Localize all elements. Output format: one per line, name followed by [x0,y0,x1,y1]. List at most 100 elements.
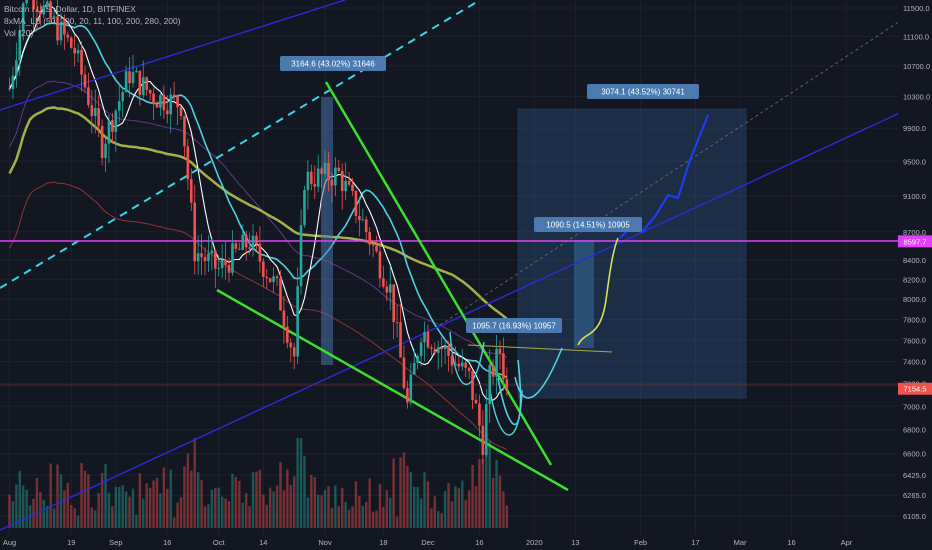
volume-bar [193,438,196,528]
volume-bar [351,506,354,528]
candle-body [268,278,272,282]
candle-body [423,331,426,343]
volume-bar [467,490,471,528]
annotation-box [280,56,386,71]
volume-bar [443,491,447,528]
candle-body [436,347,440,353]
volume-bar [478,459,481,528]
volume-bar [169,469,172,528]
horizontal-level-tag-box [898,235,932,248]
candles [8,0,509,464]
candle-body [354,190,358,217]
volume-bar [11,501,15,528]
volume-bar [227,501,231,528]
candle-body [289,342,293,348]
candle-body [385,286,389,293]
volume-bar [389,497,392,528]
candle-body [296,286,299,357]
candle-body [395,321,399,323]
candle-body [162,94,166,111]
y-tick-label: 6800.0 [903,426,926,435]
x-tick-label: Mar [734,538,747,547]
candle-body [104,143,107,159]
y-tick-label: 6105.0 [903,512,926,521]
volume-bar [371,511,375,528]
candle-body [334,167,337,186]
volume-bar [166,489,169,528]
candle-body [25,0,28,4]
volume-bar [262,494,265,528]
volume-bar [296,438,299,528]
candle-body [330,179,334,186]
volume-bar [413,486,416,528]
annotation-label: 3164.6 (43.02%) 31646 [291,60,375,69]
volume-bar [83,470,87,528]
y-tick-label: 8000.0 [903,295,926,304]
candle-body [189,179,193,203]
volume-bar [224,498,227,528]
candle-body [460,362,464,367]
channel-lower-line [0,97,932,531]
candle-body [375,245,378,252]
volume-bar [268,487,272,528]
y-tick-label: 8400.0 [903,256,926,265]
candle-body [382,278,385,287]
candle-body [193,202,197,262]
candle-body [371,244,375,246]
candle-body [107,120,111,144]
candle-body [42,5,46,15]
candle-body [361,219,365,221]
candle-body [464,362,467,368]
volume-bar [63,490,66,528]
volume-bar [498,475,502,528]
volume-bar [310,474,313,528]
y-tick-label: 9500.0 [903,157,926,166]
volume-bar [358,495,361,528]
volume-bar [299,438,303,528]
volume-bar [217,487,220,528]
candle-body [18,30,22,61]
candle-body [306,171,310,191]
candle-body [505,379,509,389]
volume-bar [392,458,395,528]
candle-body [498,348,502,354]
x-tick-label: Feb [634,538,647,547]
candle-body [488,365,491,405]
volume-bar [471,464,474,528]
volume-bar [454,486,457,528]
faint-dashed-line [439,0,932,326]
candle-body [251,235,255,249]
volume-bar [8,494,11,528]
candle-body [114,110,118,132]
candle-body [155,104,159,108]
candle-body [238,248,241,250]
volume-bar [100,472,104,528]
volume-bar [502,491,505,528]
time-axis [0,534,932,550]
volume-bar [118,486,121,528]
volume-bar [485,445,488,528]
volume-bar [234,476,238,528]
candle-body [73,47,76,54]
candle-body [457,363,461,367]
volume-bar [15,484,18,528]
volume-bar [114,486,118,528]
volume-bar [138,473,142,528]
legend-symbol: Bitcoin / U.S. Dollar, 1D, BITFINEX [4,4,136,14]
candle-body [310,171,313,184]
volume-bar [303,455,306,528]
candle-body [39,11,42,15]
candle-body [131,72,135,84]
annotation-box [534,217,642,232]
candle-body [97,108,100,126]
x-tick-label: 13 [571,538,579,547]
volume-bar [238,480,241,528]
volume-bar [306,497,310,528]
ma-white-line [9,3,508,401]
candle-body [231,243,234,273]
y-tick-label: 11500.0 [903,4,930,13]
candle-body [203,257,207,262]
volume-bar [22,485,25,528]
volume-bar [104,463,107,528]
